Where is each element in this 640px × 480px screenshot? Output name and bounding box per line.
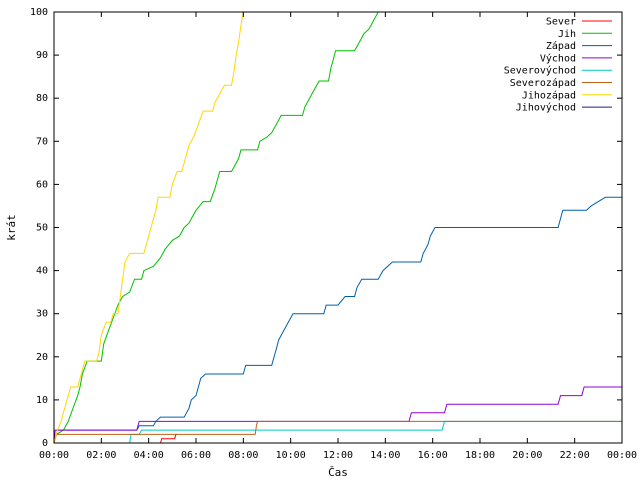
y-tick-label: 60: [36, 179, 48, 190]
legend: SeverJihZápadVýchodSeverovýchodSeverozáp…: [504, 17, 612, 114]
x-tick-label: 18:00: [465, 450, 495, 461]
legend-label: Jih: [558, 29, 576, 40]
y-tick-label: 90: [36, 50, 48, 61]
x-tick-label: 14:00: [370, 450, 400, 461]
series-line-0: [160, 433, 178, 444]
y-tick-label: 80: [36, 93, 48, 104]
legend-label: Východ: [540, 52, 576, 64]
ticks-layer: 0 10 20 30 40 50 60 70 80 90 100 00:00 02:00 04:00 06:…: [30, 7, 637, 461]
legend-label: Západ: [546, 40, 576, 52]
series-line-3: [53, 386, 622, 444]
legend-label: Jihovýchod: [516, 102, 576, 114]
x-tick-label: 00:00: [607, 450, 637, 461]
y-axis-label: krát: [5, 214, 18, 241]
x-tick-label: 20:00: [512, 450, 542, 461]
y-tick-label: 20: [36, 352, 48, 363]
x-tick-label: 08:00: [228, 450, 258, 461]
x-tick-label: 00:00: [39, 450, 69, 461]
x-axis-label: Čas: [328, 466, 348, 479]
legend-label: Jihozápad: [522, 89, 576, 101]
y-tick-label: 40: [36, 266, 48, 277]
x-tick-label: 02:00: [86, 450, 116, 461]
series-layer: [53, 11, 622, 444]
series-line-1: [53, 11, 386, 444]
series-line-2: [53, 196, 622, 444]
y-tick-label: 30: [36, 309, 48, 320]
y-tick-label: 70: [36, 136, 48, 147]
x-tick-label: 10:00: [276, 450, 306, 461]
series-line-4: [129, 420, 622, 444]
y-tick-label: 50: [36, 223, 48, 234]
y-tick-label: 10: [36, 395, 48, 406]
x-tick-label: 22:00: [560, 450, 590, 461]
legend-label: Severovýchod: [504, 65, 576, 77]
x-tick-label: 06:00: [181, 450, 211, 461]
series-line-6: [53, 11, 244, 444]
y-tick-label: 100: [30, 7, 48, 18]
y-tick-label: 0: [42, 438, 48, 449]
x-tick-label: 12:00: [323, 450, 353, 461]
x-tick-label: 16:00: [418, 450, 448, 461]
x-tick-label: 04:00: [134, 450, 164, 461]
legend-label: Severozápad: [510, 77, 576, 89]
legend-label: Sever: [546, 17, 576, 28]
